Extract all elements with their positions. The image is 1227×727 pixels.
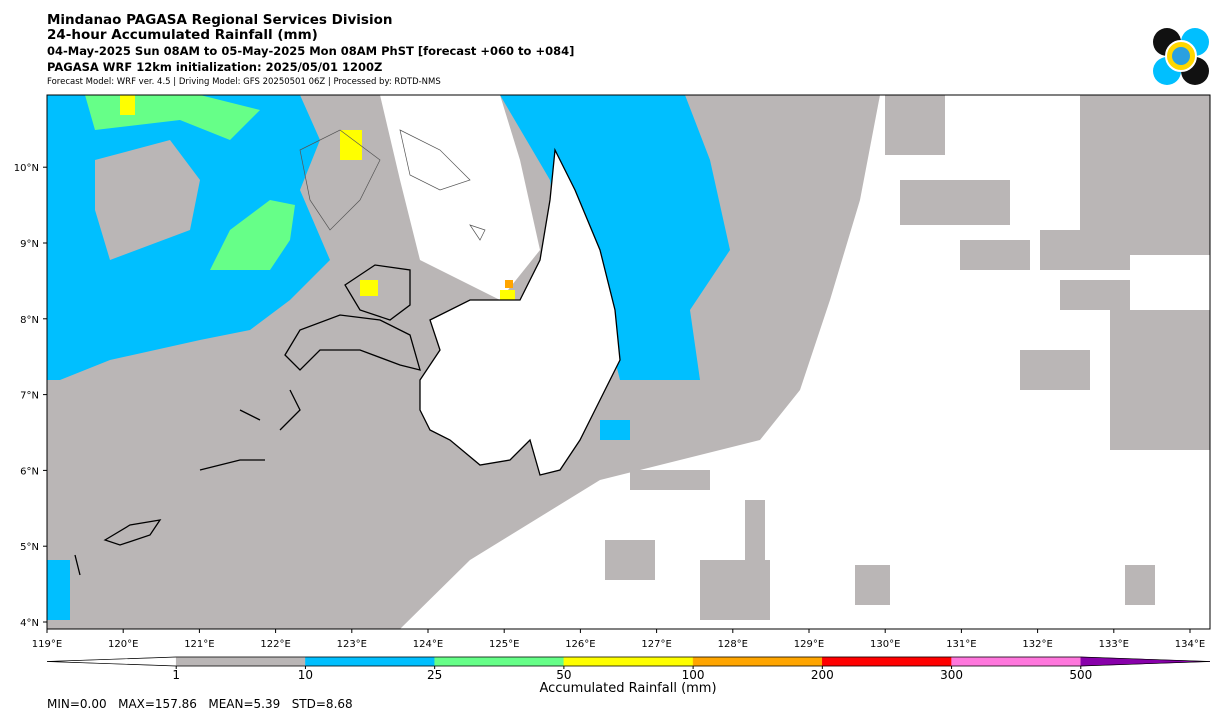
colorbar-tick-label: 50 (556, 668, 571, 682)
lat-label: 6°N (20, 466, 39, 477)
lon-label: 131°E (946, 639, 976, 650)
colorbar-segment (1080, 656, 1211, 667)
model-line: Forecast Model: WRF ver. 4.5 | Driving M… (47, 77, 441, 87)
colorbar-tick-label: 300 (940, 668, 963, 682)
colorbar-segment (822, 656, 952, 667)
lon-label: 123°E (337, 639, 367, 650)
lon-label: 121°E (184, 639, 214, 650)
lon-label: 128°E (718, 639, 748, 650)
colorbar-tick-label: 100 (682, 668, 705, 682)
colorbar-segment (175, 656, 306, 667)
colorbar-tick-label: 1 (172, 668, 180, 682)
logo (1153, 28, 1209, 85)
lon-label: 120°E (108, 639, 138, 650)
colorbar-tick-label: 500 (1069, 668, 1092, 682)
colorbar-segment (305, 656, 435, 667)
lat-label: 10°N (14, 163, 39, 174)
lon-label: 134°E (1175, 639, 1205, 650)
lon-label: 126°E (565, 639, 595, 650)
colorbar-segment (434, 656, 565, 667)
lat-labels: 4°N 5°N 6°N 7°N 8°N 9°N 10°N (14, 163, 47, 629)
colorbar-tick-label: 10 (298, 668, 313, 682)
colorbar-segment (46, 656, 177, 667)
map-frame (46, 94, 1211, 630)
colorbar-segment (951, 656, 1082, 667)
lat-label: 4°N (20, 618, 39, 629)
lon-label: 129°E (794, 639, 824, 650)
lon-label: 133°E (1099, 639, 1129, 650)
init-line: PAGASA WRF 12km initialization: 2025/05/… (47, 60, 382, 74)
colorbar-tick-label: 200 (811, 668, 834, 682)
colorbar-segment (692, 656, 823, 667)
lon-labels: 119°E 120°E 121°E 122°E 123°E 124°E 125°E 126°E… (32, 629, 1205, 650)
lon-label: 132°E (1022, 639, 1052, 650)
colorbar-segment (563, 656, 694, 667)
lon-label: 127°E (641, 639, 671, 650)
northern-islands (299, 129, 486, 241)
coastlines (74, 147, 621, 576)
lon-label: 122°E (260, 639, 290, 650)
lat-label: 7°N (20, 391, 39, 402)
period: 04-May-2025 Sun 08AM to 05-May-2025 Mon … (47, 44, 574, 58)
title: Mindanao PAGASA Regional Services Divisi… (47, 12, 392, 28)
subtitle: 24-hour Accumulated Rainfall (mm) (47, 27, 318, 43)
lon-label: 119°E (32, 639, 62, 650)
stats: MIN=0.00 MAX=157.86 MEAN=5.39 STD=8.68 (47, 697, 353, 711)
lon-label: 124°E (413, 639, 443, 650)
lat-label: 9°N (20, 239, 39, 250)
lon-label: 130°E (870, 639, 900, 650)
rainfall-field (47, 95, 1210, 629)
lat-label: 8°N (20, 315, 39, 326)
colorbar-tick-label: 25 (427, 668, 442, 682)
lon-label: 125°E (489, 639, 519, 650)
colorbar-label: Accumulated Rainfall (mm) (539, 681, 716, 696)
colorbar: 1 10 25 50 100 200 300 500 (46, 656, 1211, 682)
lat-label: 5°N (20, 542, 39, 553)
